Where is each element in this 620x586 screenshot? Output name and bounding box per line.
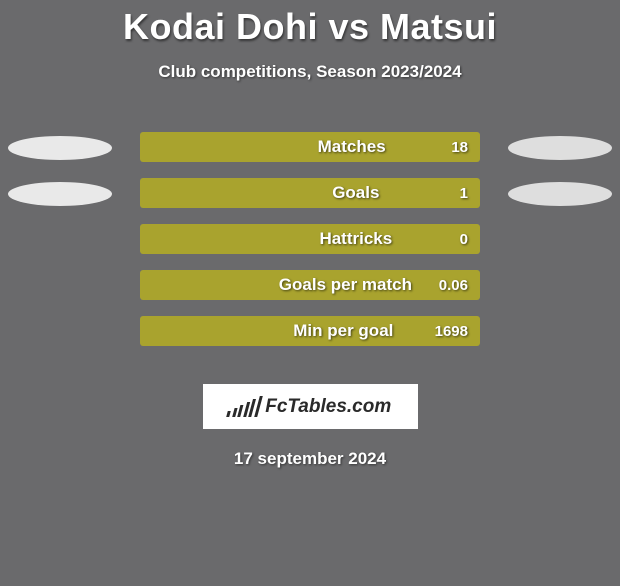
date-text: 17 september 2024 [0, 449, 620, 469]
stat-value: 1698 [435, 323, 468, 340]
stat-label: Min per goal [252, 321, 435, 341]
right-marker-ellipse [508, 182, 612, 206]
stat-bar: Matches18 [140, 132, 480, 162]
stat-row: Hattricks0 [0, 216, 620, 262]
stat-row: Goals per match0.06 [0, 262, 620, 308]
fctables-logo: FcTables.com [203, 384, 418, 429]
stat-value: 0.06 [439, 277, 468, 294]
stat-label: Hattricks [252, 229, 460, 249]
left-marker-ellipse [8, 182, 112, 206]
stat-value: 0 [460, 231, 468, 248]
stat-row: Goals1 [0, 170, 620, 216]
stat-row: Min per goal1698 [0, 308, 620, 354]
stat-bar: Goals per match0.06 [140, 270, 480, 300]
stat-value: 1 [460, 185, 468, 202]
left-marker-ellipse [8, 136, 112, 160]
stat-bar: Hattricks0 [140, 224, 480, 254]
stat-label: Matches [252, 137, 451, 157]
stats-rows: Matches18 Goals1 Hattricks0 Goals per match… [0, 124, 620, 354]
stat-bar: Goals1 [140, 178, 480, 208]
logo-bars-icon [226, 396, 262, 417]
stat-label: Goals [252, 183, 460, 203]
stat-label: Goals per match [252, 275, 439, 295]
logo-bar [231, 408, 236, 417]
logo-bar [226, 411, 231, 417]
stat-bar: Min per goal1698 [140, 316, 480, 346]
page-title: Kodai Dohi vs Matsui [0, 6, 620, 48]
right-marker-ellipse [508, 136, 612, 160]
stat-row: Matches18 [0, 124, 620, 170]
page-subtitle: Club competitions, Season 2023/2024 [0, 62, 620, 82]
stat-value: 18 [451, 139, 468, 156]
logo-text: FcTables.com [265, 396, 391, 418]
